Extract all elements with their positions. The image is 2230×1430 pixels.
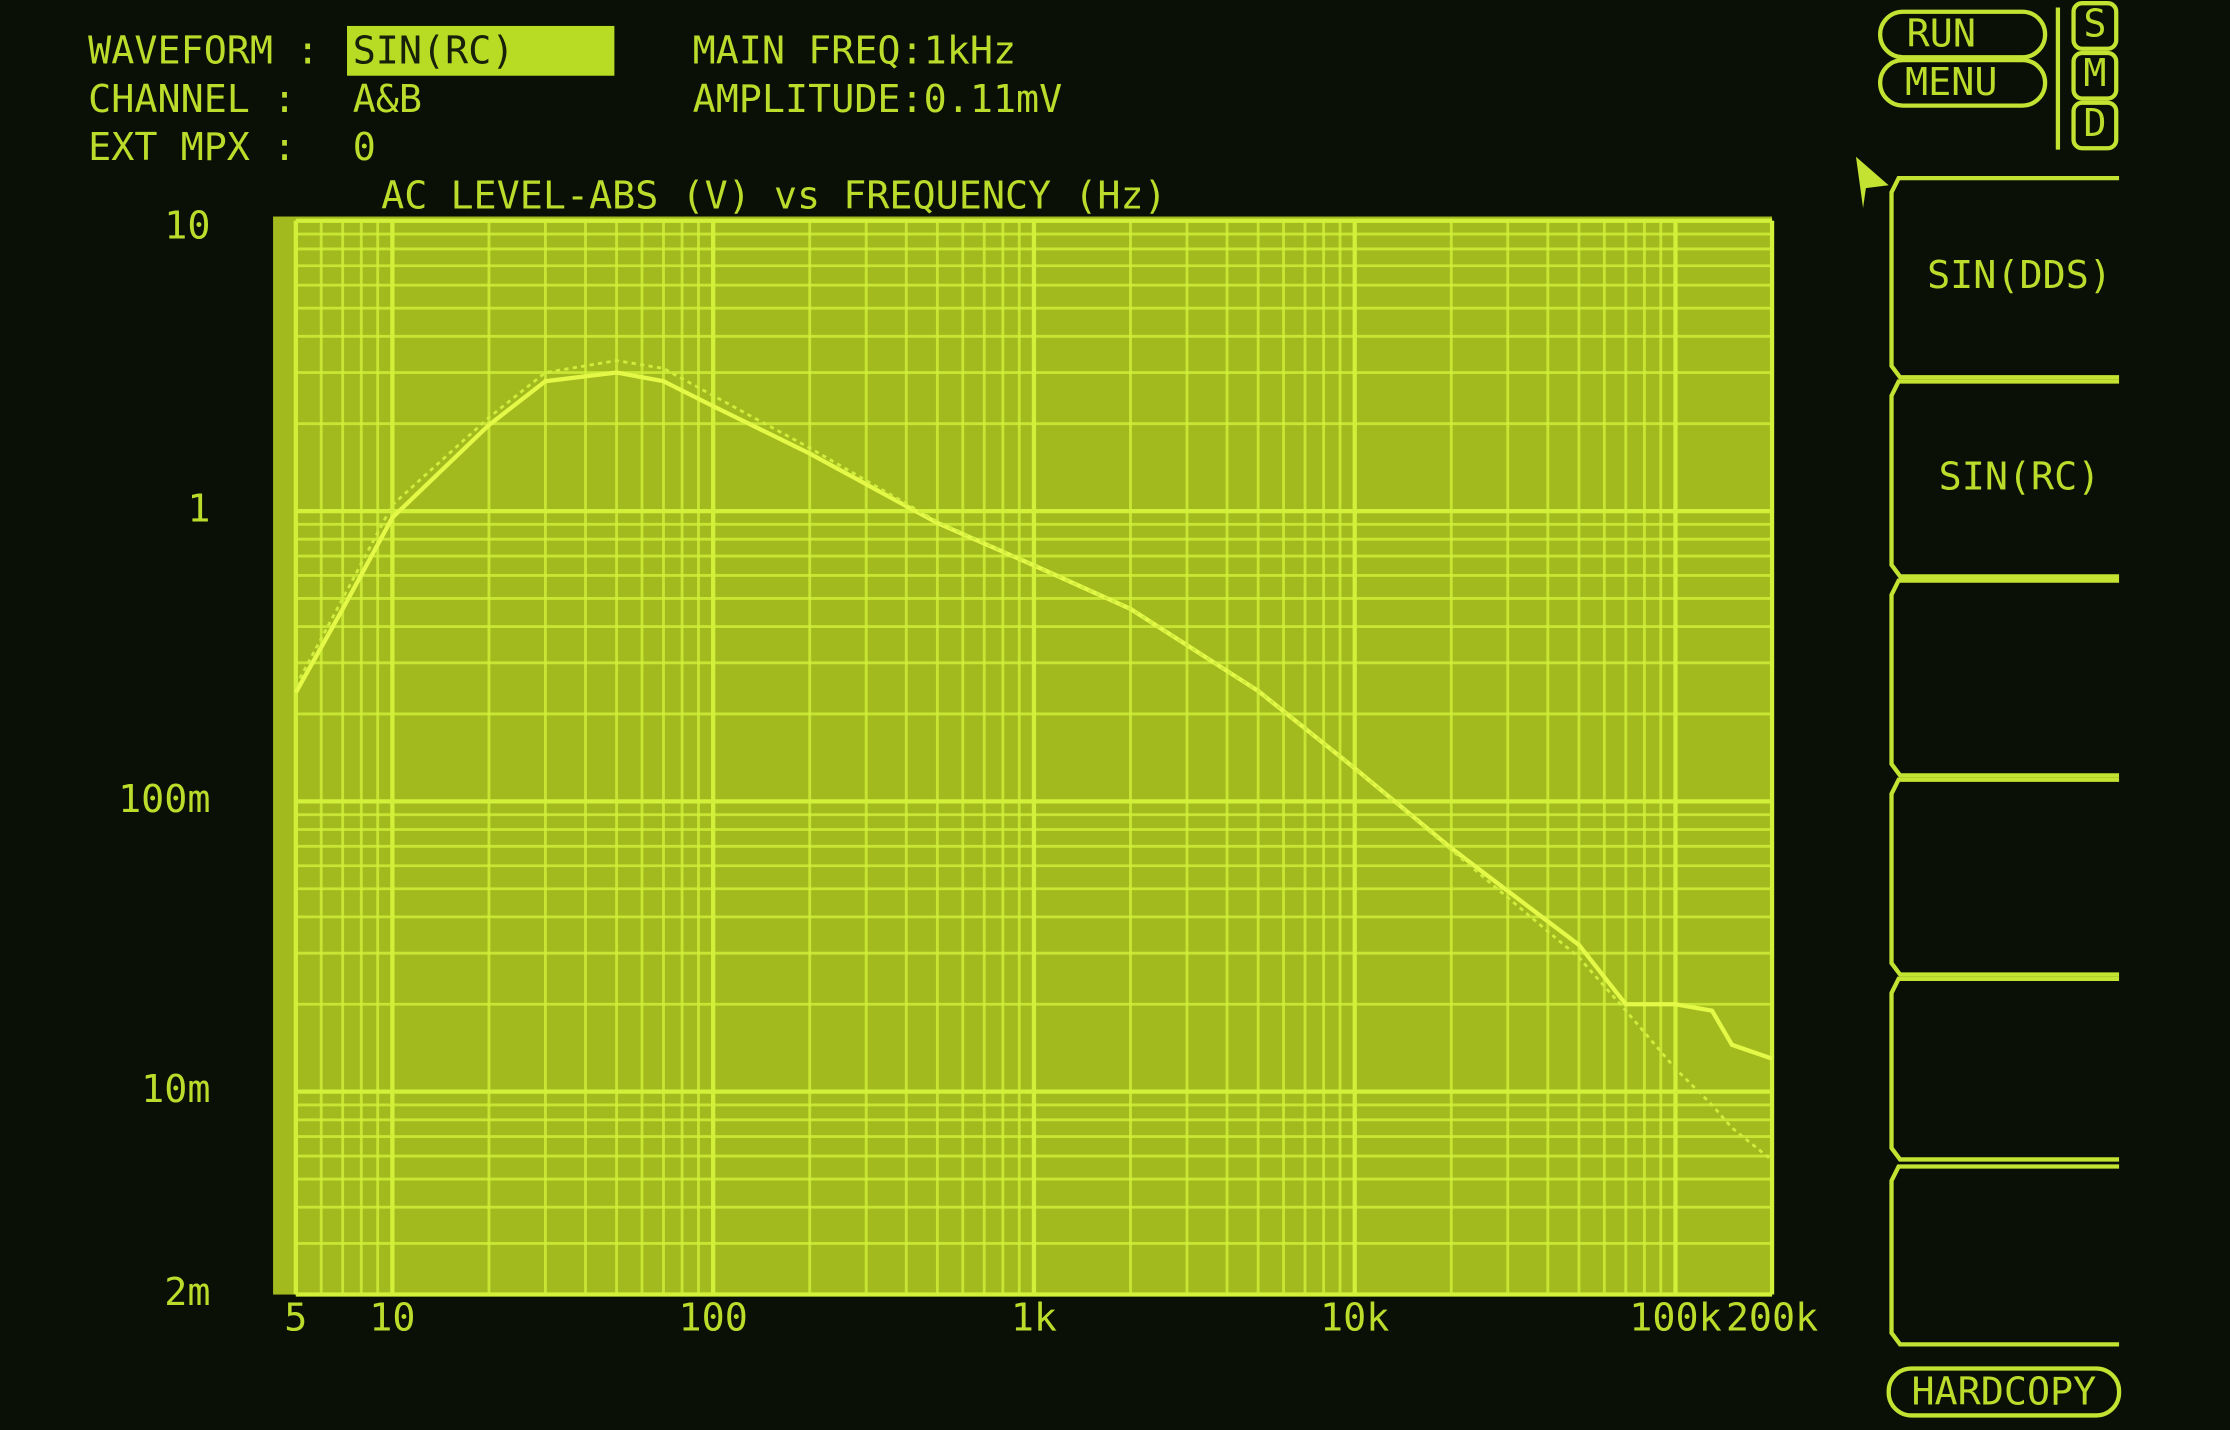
main-freq: MAIN FREQ:1kHz — [693, 28, 1016, 73]
waveform-highlight — [347, 25, 615, 76]
mode-box — [2071, 50, 2119, 101]
softkey-label[interactable]: SIN(RC) — [1939, 454, 2101, 499]
hardcopy-button[interactable] — [1886, 1366, 2122, 1418]
y-tick-label: 100m — [118, 777, 210, 822]
channel-value: A&B — [353, 77, 422, 122]
softkeys: SIN(DDS) SIN(RC) — [1889, 175, 2120, 1347]
waveform-value[interactable]: SIN(RC) — [353, 28, 515, 73]
channel-label: CHANNEL : — [88, 77, 296, 122]
series-line — [294, 359, 1773, 1162]
menu-button[interactable] — [1878, 57, 2048, 108]
mode-indicators: SMD — [2071, 1, 2119, 151]
softkey-frame[interactable] — [1889, 777, 2120, 977]
y-tick-label: 10 — [164, 203, 210, 248]
chart-title: AC LEVEL-ABS (V) vs FREQUENCY (Hz) — [381, 174, 1167, 219]
softkey-frame[interactable] — [1889, 175, 2120, 380]
amplitude: AMPLITUDE:0.11mV — [693, 77, 1063, 122]
hardcopy-label[interactable]: HARDCOPY — [1911, 1370, 2096, 1415]
y-tick-label: 10m — [141, 1067, 210, 1112]
x-tick-label: 100 — [679, 1296, 748, 1341]
ext-mpx-label: EXT MPX : — [88, 125, 296, 170]
y-tick-label: 2m — [164, 1270, 210, 1315]
x-tick-label: 10 — [369, 1296, 415, 1341]
mode-label: S — [2083, 1, 2106, 46]
softkey-label[interactable]: SIN(DDS) — [1927, 253, 2112, 298]
series-line — [293, 370, 1773, 1061]
y-tick-label: 1 — [187, 487, 210, 532]
softkey-frame[interactable] — [1889, 976, 2120, 1162]
softkey-frame[interactable] — [1889, 379, 2120, 579]
x-tick-label: 200k — [1726, 1296, 1818, 1341]
mode-label: M — [2083, 51, 2106, 96]
ext-mpx-value: 0 — [353, 125, 376, 170]
softkey-frame[interactable] — [1889, 1164, 2120, 1347]
x-tick-label: 10k — [1320, 1296, 1389, 1341]
menu-label[interactable]: MENU — [1905, 60, 1997, 105]
mode-label: D — [2083, 101, 2106, 146]
waveform-label: WAVEFORM : — [88, 28, 319, 73]
run-label[interactable]: RUN — [1907, 11, 1976, 56]
x-tick-label: 100k — [1629, 1296, 1721, 1341]
x-tick-label: 1k — [1011, 1296, 1057, 1341]
softkey-frame[interactable] — [1889, 578, 2120, 778]
run-button[interactable] — [1878, 9, 2048, 60]
cursor — [1855, 156, 1889, 208]
mode-box — [2071, 100, 2119, 151]
x-tick-label: 5 — [284, 1296, 307, 1341]
mode-box — [2071, 1, 2119, 51]
